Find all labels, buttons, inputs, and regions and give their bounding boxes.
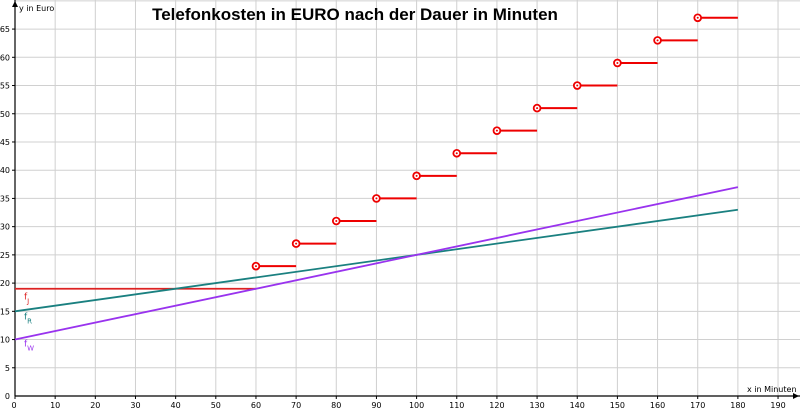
y-tick-label: 15 [0,307,10,316]
series-label-R: fR [24,312,32,325]
y-tick-label: 35 [0,194,10,203]
series-line-W [14,186,739,341]
x-tick-label: 50 [211,401,221,410]
x-tick-label: 60 [251,401,261,410]
y-tick-label: 60 [0,53,10,62]
series-layer [14,13,739,341]
x-tick-label: 80 [331,401,341,410]
x-tick-label: 140 [570,401,585,410]
y-tick-label: 40 [0,166,10,175]
y-tick-label: 50 [0,110,10,119]
x-tick-label: 160 [650,401,665,410]
x-axis-arrow [793,393,799,399]
step-point-center [656,39,659,42]
step-point-center [576,84,579,87]
y-tick-label: 10 [0,336,10,345]
x-axis-label: x in Minuten [747,385,797,394]
step-point-center [254,265,257,268]
step-point-center [335,220,338,223]
x-tick-label: 0 [11,401,16,410]
x-tick-label: 90 [371,401,381,410]
series-label-sub: W [27,345,34,353]
y-tick-label: 45 [0,138,10,147]
step-point-center [455,152,458,155]
y-tick-label: 0 [5,392,10,401]
series-label-sub: R [27,317,32,325]
x-tick-label: 100 [409,401,424,410]
x-tick-label: 150 [610,401,625,410]
y-tick-label: 30 [0,223,10,232]
step-point-center [415,174,418,177]
series-label-J: fJ [24,293,29,306]
y-tick-label: 20 [0,279,10,288]
series-label-main: f [24,293,28,303]
series-label-W: fW [24,340,34,353]
chart-title: Telefonkosten in EURO nach der Dauer in … [152,5,558,24]
step-point-center [495,129,498,132]
y-tick-label: 65 [0,25,10,34]
series-line-R [14,208,739,313]
y-axis-arrow [12,1,18,7]
series-label-main: f [24,312,28,322]
x-tick-label: 120 [489,401,504,410]
y-tick-label: 55 [0,82,10,91]
x-tick-label: 30 [130,401,140,410]
step-point-center [295,242,298,245]
x-tick-label: 180 [730,401,745,410]
step-point-center [375,197,378,200]
step-point-center [696,16,699,19]
x-tick-label: 130 [529,401,544,410]
x-tick-label: 40 [171,401,181,410]
x-tick-label: 70 [291,401,301,410]
series-label-main: f [24,340,28,350]
y-tick-label: 5 [5,364,10,373]
step-point-center [536,107,539,110]
series-label-sub: J [26,298,29,306]
x-tick-label: 20 [90,401,100,410]
y-axis-label: y in Euro [19,4,54,13]
step-point-center [616,61,619,64]
x-tick-label: 190 [770,401,785,410]
y-tick-label: 25 [0,251,10,260]
x-tick-label: 170 [690,401,705,410]
x-tick-label: 110 [449,401,464,410]
x-tick-label: 10 [50,401,60,410]
grid [15,0,800,396]
